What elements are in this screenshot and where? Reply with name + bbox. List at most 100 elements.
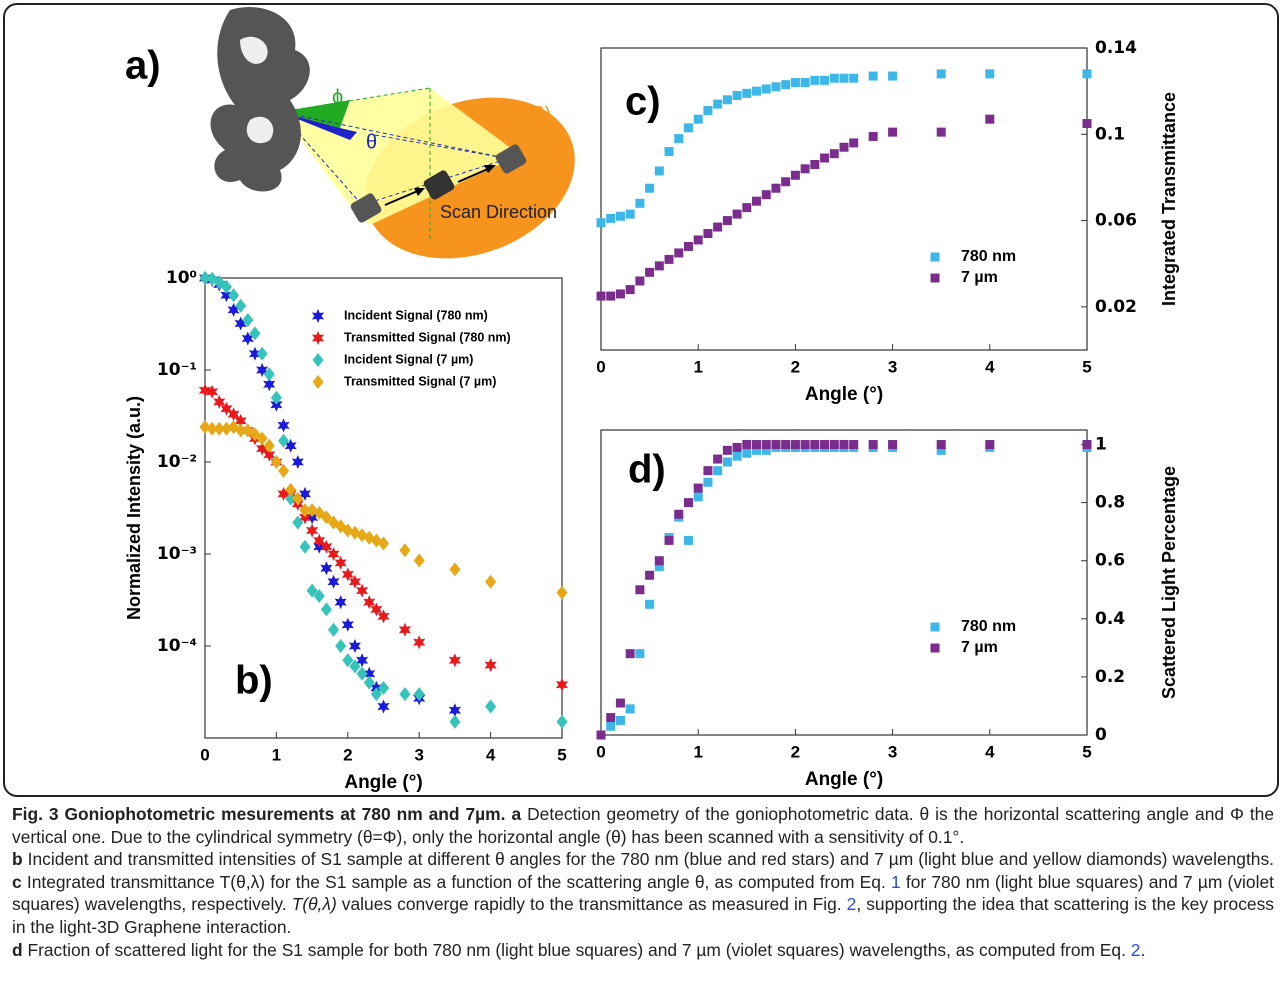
figure: a) ϕ θ S(θ) Scan Direction 0 1 2 3 4 5 10⁰ 10⁻¹…	[124, 6, 1179, 793]
equation-link[interactable]: 1	[890, 871, 901, 892]
point	[341, 617, 354, 632]
x-tick-label: 3	[888, 742, 897, 761]
point	[703, 229, 713, 239]
x-tick-label: 4	[985, 357, 995, 376]
point	[703, 466, 713, 476]
point	[781, 80, 791, 90]
point	[683, 535, 693, 545]
point	[378, 680, 389, 695]
point	[356, 583, 369, 598]
point	[839, 440, 849, 450]
point	[248, 346, 261, 361]
point	[606, 721, 616, 731]
series	[199, 271, 568, 729]
panel-label: d)	[628, 448, 666, 492]
plot-frame	[600, 429, 1088, 736]
point	[615, 211, 625, 221]
caption-letter: b	[12, 849, 23, 870]
point	[664, 535, 674, 545]
legend-marker	[311, 309, 325, 323]
legend-marker	[312, 375, 324, 389]
caption: Fig. 3 Goniophotometric mesurements at 7…	[12, 803, 1274, 961]
y-tick-label: 0.1	[1095, 124, 1125, 144]
x-tick-label: 1	[693, 357, 702, 376]
point	[334, 555, 347, 570]
point	[249, 427, 261, 442]
point	[198, 383, 212, 398]
point	[413, 687, 425, 702]
point	[220, 288, 233, 303]
point	[888, 440, 898, 450]
point	[615, 698, 625, 708]
x-tick-label: 1	[693, 742, 702, 761]
point	[356, 666, 368, 681]
point	[645, 267, 655, 277]
point	[596, 291, 606, 301]
point	[320, 510, 332, 525]
legend-label: 780 nm	[961, 618, 1016, 635]
point	[713, 454, 723, 464]
x-tick-label: 5	[1082, 357, 1091, 376]
y-tick-label: 0.14	[1095, 38, 1137, 58]
point	[341, 567, 354, 582]
point	[713, 222, 723, 232]
point	[752, 86, 762, 96]
point	[868, 131, 878, 141]
point	[556, 585, 568, 600]
x-tick-label: 1	[272, 745, 281, 764]
point	[256, 431, 268, 446]
y-axis-label: Integrated Transmittance	[1159, 92, 1179, 306]
point	[320, 602, 332, 617]
point	[555, 677, 569, 692]
equation-link[interactable]: 2	[1130, 939, 1141, 960]
point	[449, 562, 461, 577]
point	[625, 704, 635, 714]
x-tick-label: 5	[557, 745, 566, 764]
legend-marker	[930, 273, 940, 283]
point	[220, 421, 232, 436]
panel-label: b)	[235, 659, 273, 703]
point	[615, 715, 625, 725]
point	[693, 492, 703, 502]
legend-label: 780 nm	[961, 248, 1016, 265]
legend-marker	[930, 643, 940, 653]
point	[277, 418, 290, 433]
y-tick-label: 0.2	[1095, 667, 1125, 687]
point	[320, 539, 333, 554]
point	[849, 138, 859, 148]
point	[752, 440, 762, 450]
point	[654, 556, 664, 566]
figure-link[interactable]: 2	[846, 894, 857, 915]
point	[732, 442, 742, 452]
point	[377, 699, 390, 714]
point	[292, 491, 304, 506]
point	[485, 699, 497, 714]
y-tick-label: 0.02	[1095, 297, 1137, 317]
legend-label: 7 µm	[961, 639, 998, 656]
point	[790, 440, 800, 450]
point	[722, 216, 732, 226]
point	[327, 574, 340, 589]
point	[413, 635, 426, 650]
point	[800, 78, 810, 88]
point	[413, 553, 425, 568]
point	[378, 536, 389, 551]
x-tick-label: 3	[888, 357, 897, 376]
caption-text: , supporting the idea that scattering is…	[12, 894, 1274, 937]
point	[556, 714, 568, 729]
point	[800, 164, 810, 174]
point	[399, 687, 411, 702]
point	[606, 291, 616, 301]
point	[349, 659, 361, 674]
point	[199, 420, 211, 435]
chart: 0 1 2 3 4 5 10⁰ 10⁻¹ 10⁻² 10⁻³ 10⁻⁴ Angle (°) Normal…	[124, 268, 569, 793]
point	[732, 90, 742, 100]
point	[342, 653, 354, 668]
point	[722, 95, 732, 105]
point	[220, 279, 232, 294]
point	[752, 196, 762, 206]
point	[199, 271, 211, 285]
point	[363, 595, 376, 610]
point	[635, 276, 645, 286]
point	[820, 153, 830, 163]
